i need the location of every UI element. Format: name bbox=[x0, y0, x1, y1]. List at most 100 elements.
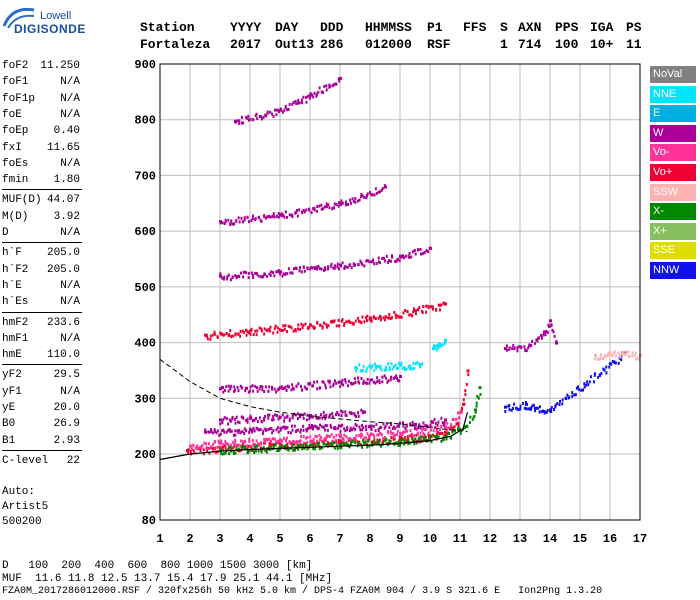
trace-point bbox=[238, 220, 241, 224]
trace-point bbox=[401, 254, 404, 258]
trace-series bbox=[504, 351, 627, 415]
trace-point bbox=[451, 426, 454, 430]
trace-point bbox=[594, 372, 597, 376]
trace-point bbox=[599, 353, 602, 357]
trace-point bbox=[251, 384, 254, 388]
trace-point bbox=[457, 427, 460, 431]
trace-point bbox=[243, 216, 246, 220]
trace-point bbox=[394, 426, 397, 430]
trace-point bbox=[235, 446, 238, 450]
trace-point bbox=[464, 389, 467, 393]
trace-point bbox=[324, 428, 327, 432]
trace-point bbox=[525, 349, 528, 353]
trace-point bbox=[400, 437, 403, 441]
trace-point bbox=[235, 219, 238, 223]
trace-point bbox=[254, 271, 257, 275]
trace-point bbox=[209, 445, 212, 449]
trace-point bbox=[545, 329, 548, 333]
trace-point bbox=[362, 379, 365, 383]
trace-point bbox=[285, 215, 288, 219]
trace-point bbox=[333, 446, 336, 450]
trace-point bbox=[377, 256, 380, 260]
trace-point bbox=[324, 386, 327, 390]
trace-point bbox=[425, 310, 428, 314]
trace-point bbox=[399, 431, 402, 435]
param-value: 2.93 bbox=[53, 434, 80, 447]
trace-point bbox=[549, 319, 552, 323]
trace-point bbox=[267, 437, 270, 441]
header-value: Fortaleza bbox=[140, 37, 211, 52]
trace-point bbox=[231, 275, 234, 279]
trace-point bbox=[404, 427, 407, 431]
trace-point bbox=[237, 443, 240, 447]
trace-point bbox=[309, 435, 312, 439]
trace-point bbox=[620, 354, 623, 358]
trace-point bbox=[370, 366, 373, 370]
trace-point bbox=[448, 427, 451, 431]
trace-point bbox=[186, 449, 189, 453]
trace-point bbox=[565, 397, 568, 401]
trace-point bbox=[272, 270, 275, 274]
trace-point bbox=[231, 222, 234, 226]
trace-point bbox=[265, 114, 268, 118]
trace-point bbox=[363, 196, 366, 200]
trace-point bbox=[516, 346, 519, 350]
trace-point bbox=[258, 326, 261, 330]
trace-point bbox=[348, 411, 351, 415]
trace-point bbox=[523, 345, 526, 349]
trace-point bbox=[245, 447, 248, 451]
header-label: Station bbox=[140, 20, 195, 35]
trace-point bbox=[430, 420, 433, 424]
trace-point bbox=[384, 366, 387, 370]
trace-point bbox=[605, 365, 608, 369]
x-tick-label: 4 bbox=[246, 532, 253, 546]
trace-series bbox=[219, 408, 366, 426]
trace-point bbox=[418, 436, 421, 440]
trace-point bbox=[362, 369, 365, 373]
trace-point bbox=[254, 217, 257, 221]
trace-point bbox=[552, 330, 555, 334]
trace-point bbox=[360, 194, 363, 198]
trace-point bbox=[440, 416, 443, 420]
model-profile-dashed bbox=[159, 358, 468, 433]
trace-point bbox=[354, 366, 357, 370]
trace-point bbox=[328, 83, 331, 87]
trace-point bbox=[372, 440, 375, 444]
trace-point bbox=[407, 439, 410, 443]
param-name: hmF2 bbox=[2, 316, 29, 329]
trace-point bbox=[411, 420, 414, 424]
trace-point bbox=[240, 121, 243, 125]
trace-point bbox=[349, 198, 352, 202]
plot-frame bbox=[159, 63, 641, 521]
trace-point bbox=[318, 416, 321, 420]
trace-point bbox=[323, 414, 326, 418]
trace-point bbox=[262, 441, 265, 445]
trace-point bbox=[425, 304, 428, 308]
trace-point bbox=[271, 418, 274, 422]
trace-point bbox=[306, 413, 309, 417]
trace-point bbox=[375, 364, 378, 368]
trace-point bbox=[437, 420, 440, 424]
trace-point bbox=[453, 425, 456, 429]
trace-point bbox=[529, 407, 532, 411]
trace-point bbox=[291, 414, 294, 418]
trace-series bbox=[504, 319, 558, 353]
artist-label: Artist5 bbox=[2, 501, 49, 513]
trace-point bbox=[442, 423, 445, 427]
trace-point bbox=[429, 428, 432, 432]
trace-point bbox=[309, 265, 312, 269]
trace-point bbox=[223, 388, 226, 392]
trace-point bbox=[242, 275, 245, 279]
trace-point bbox=[614, 361, 617, 365]
trace-point bbox=[402, 311, 405, 315]
trace-point bbox=[266, 274, 269, 278]
trace-point bbox=[396, 314, 399, 318]
x-tick-label: 16 bbox=[603, 532, 617, 546]
trace-point bbox=[378, 438, 381, 442]
trace-point bbox=[387, 259, 390, 263]
trace-point bbox=[234, 433, 237, 437]
trace-point bbox=[432, 307, 435, 311]
trace-point bbox=[268, 413, 271, 417]
trace-point bbox=[250, 430, 253, 434]
trace-point bbox=[368, 318, 371, 322]
